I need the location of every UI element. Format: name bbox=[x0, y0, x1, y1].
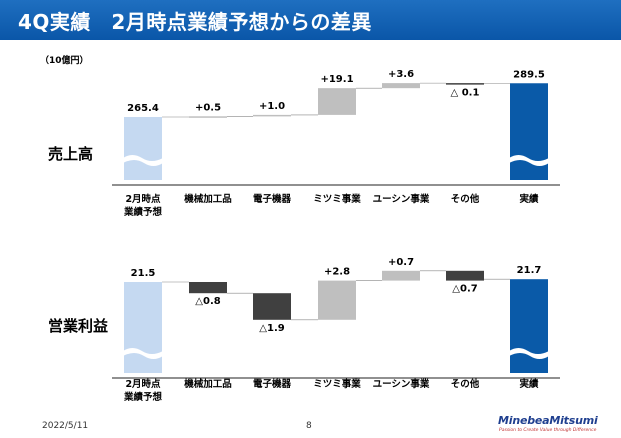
bar bbox=[510, 279, 548, 373]
category-label: その他 bbox=[451, 378, 480, 390]
category-label: 実績 bbox=[519, 193, 539, 205]
data-label: △0.8 bbox=[195, 296, 220, 307]
axis-break-mark bbox=[509, 155, 549, 166]
category-label: その他 bbox=[451, 193, 480, 205]
title-bar: 4Q実績 2月時点業績予想からの差異 bbox=[0, 0, 621, 40]
data-label: +0.7 bbox=[388, 257, 414, 268]
bar bbox=[318, 88, 356, 115]
category-label: 機械加工品 bbox=[184, 193, 232, 205]
data-label: 21.5 bbox=[131, 268, 156, 279]
data-label: △1.9 bbox=[259, 323, 284, 334]
category-label: 業績予想 bbox=[123, 391, 163, 403]
data-label: +2.8 bbox=[324, 267, 350, 278]
page-number: 8 bbox=[306, 421, 312, 431]
bar bbox=[382, 270, 420, 281]
chart-title: 営業利益 bbox=[48, 317, 108, 335]
category-label: 2月時点 bbox=[125, 378, 161, 390]
bar bbox=[253, 293, 291, 320]
data-label: +1.0 bbox=[259, 101, 285, 112]
bar bbox=[446, 270, 484, 281]
bar bbox=[446, 83, 484, 85]
category-label: ユーシン事業 bbox=[373, 193, 430, 205]
page-title: 4Q実績 2月時点業績予想からの差異 bbox=[18, 10, 372, 34]
category-label: 実績 bbox=[519, 378, 539, 390]
logo-name: MinebeaMitsumi bbox=[498, 414, 598, 427]
data-label: +0.5 bbox=[195, 102, 221, 113]
category-label: 電子機器 bbox=[253, 193, 292, 205]
logo-tagline: Passion to Create Value through Differen… bbox=[499, 428, 597, 433]
data-label: 289.5 bbox=[513, 69, 545, 80]
data-label: 265.4 bbox=[127, 103, 159, 114]
footer-date: 2022/5/11 bbox=[42, 421, 89, 431]
bar bbox=[124, 117, 162, 180]
data-label: △0.7 bbox=[452, 284, 477, 295]
bar bbox=[189, 282, 227, 294]
unit-label: （10億円） bbox=[40, 56, 89, 66]
category-label: ミツミ事業 bbox=[313, 193, 361, 205]
bar bbox=[318, 280, 356, 320]
category-label: 業績予想 bbox=[123, 206, 163, 218]
category-label: 電子機器 bbox=[253, 378, 292, 390]
data-label: △ 0.1 bbox=[451, 88, 480, 99]
company-logo: MinebeaMitsumi Passion to Create Value t… bbox=[498, 414, 602, 436]
axis-break-mark bbox=[509, 348, 549, 359]
chart-title: 売上高 bbox=[48, 145, 93, 163]
category-label: ユーシン事業 bbox=[373, 378, 430, 390]
axis-break-mark bbox=[123, 155, 163, 166]
category-label: 2月時点 bbox=[125, 193, 161, 205]
category-label: 機械加工品 bbox=[184, 378, 232, 390]
bar bbox=[189, 116, 227, 118]
data-label: 21.7 bbox=[517, 265, 542, 276]
category-label: ミツミ事業 bbox=[313, 378, 361, 390]
bar bbox=[253, 114, 291, 117]
data-label: +19.1 bbox=[320, 74, 353, 85]
data-label: +3.6 bbox=[388, 69, 414, 80]
bar bbox=[382, 83, 420, 89]
bar bbox=[124, 282, 162, 373]
axis-break-mark bbox=[123, 348, 163, 359]
